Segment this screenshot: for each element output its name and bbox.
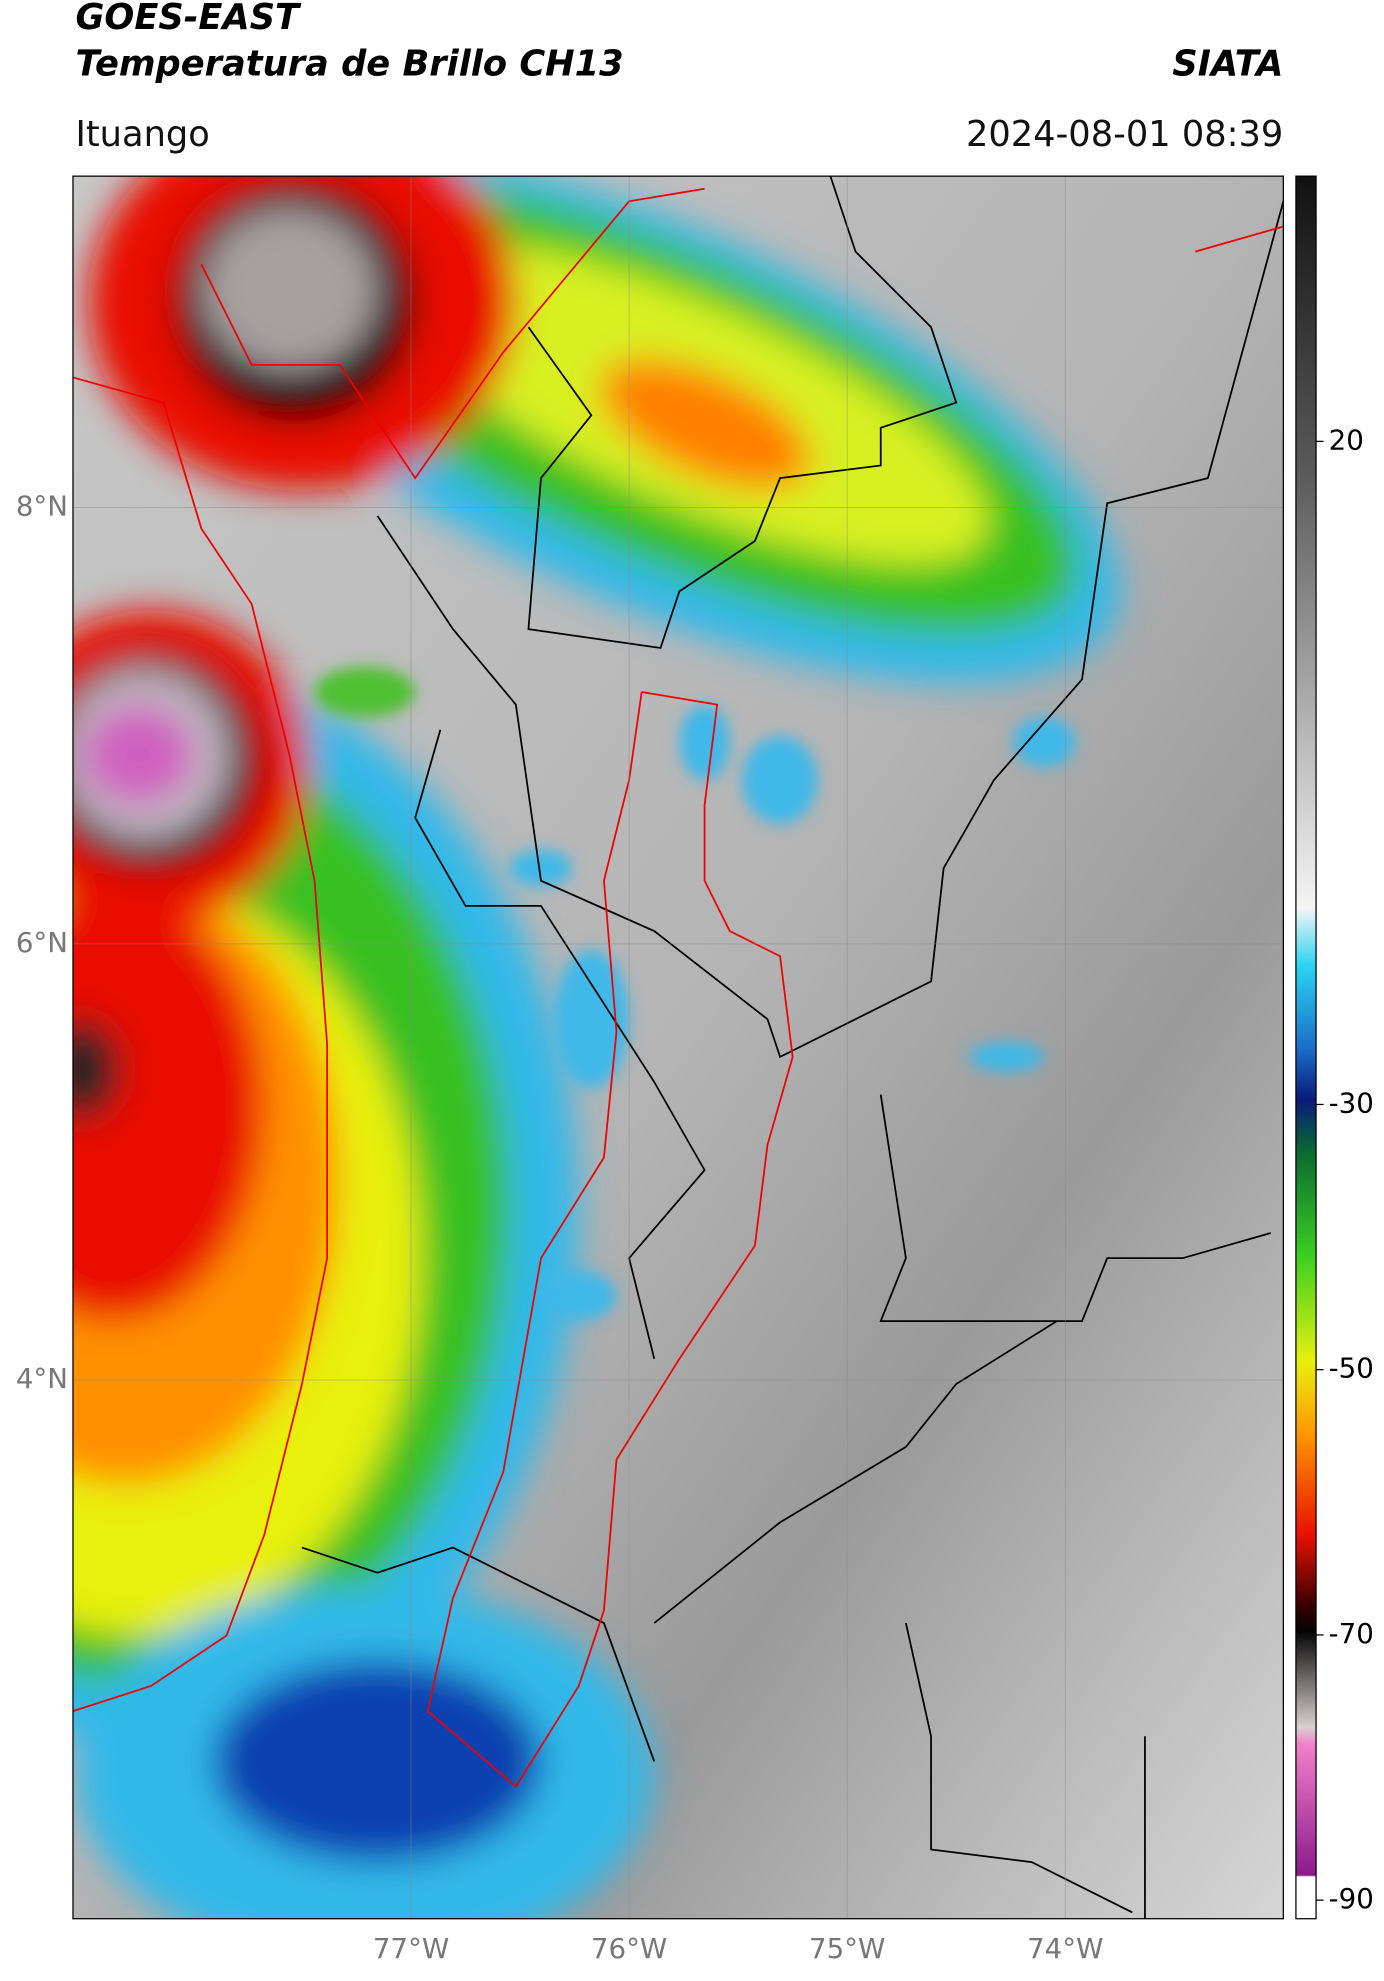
lat-tick-label: 4°N	[16, 1362, 68, 1395]
lon-tick-label: 74°W	[1027, 1932, 1103, 1965]
location: Ituango	[75, 114, 209, 155]
datetime: 2024-08-01 08:39	[966, 114, 1283, 155]
lat-tick-label: 8°N	[16, 490, 68, 523]
lon-tick-label: 77°W	[373, 1932, 449, 1965]
colorbar-tick-label: -50	[1329, 1352, 1374, 1385]
lon-tick-label: 75°W	[809, 1932, 885, 1965]
lat-tick-label: 6°N	[16, 926, 68, 959]
source: SIATA	[1172, 43, 1283, 84]
map-frame	[72, 175, 1284, 1920]
colorbar-tick-label: -30	[1329, 1086, 1374, 1119]
lon-tick-label: 76°W	[591, 1932, 667, 1965]
colorbar	[1295, 175, 1317, 1920]
title: GOES-EAST	[75, 0, 302, 38]
subtitle: Temperatura de Brillo CH13	[75, 43, 623, 84]
colorbar-tick-label: -70	[1329, 1617, 1374, 1650]
colorbar-tick-label: -90	[1329, 1882, 1374, 1915]
colorbar-tick-label: 20	[1329, 423, 1364, 456]
graticule	[72, 176, 1284, 1919]
satellite-image	[72, 176, 1284, 1919]
